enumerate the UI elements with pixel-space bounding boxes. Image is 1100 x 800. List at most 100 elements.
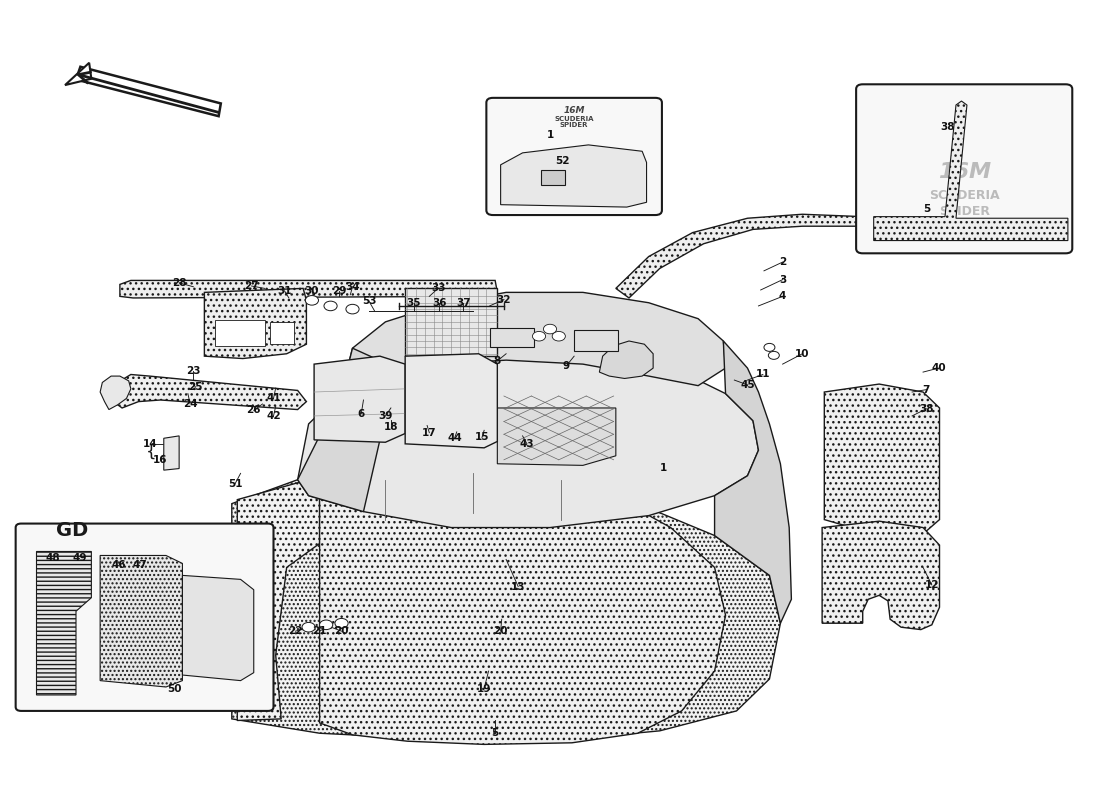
- Bar: [541, 170, 565, 185]
- Text: 20: 20: [334, 626, 349, 636]
- Text: 45: 45: [740, 380, 755, 390]
- Circle shape: [345, 304, 359, 314]
- Text: 14: 14: [143, 439, 158, 449]
- Text: 16: 16: [153, 454, 167, 465]
- FancyBboxPatch shape: [486, 98, 662, 215]
- Text: 17: 17: [422, 428, 437, 438]
- Text: 43: 43: [519, 439, 535, 449]
- Circle shape: [334, 618, 348, 628]
- Polygon shape: [120, 281, 497, 298]
- Polygon shape: [616, 214, 868, 298]
- Text: SPIDER: SPIDER: [939, 205, 990, 218]
- Text: 6: 6: [358, 409, 365, 418]
- Text: SPIDER: SPIDER: [560, 122, 588, 128]
- Text: 19: 19: [477, 683, 492, 694]
- Text: 26: 26: [246, 406, 261, 415]
- Polygon shape: [100, 376, 131, 410]
- Text: 31: 31: [277, 286, 292, 296]
- Text: 38: 38: [939, 122, 955, 131]
- Polygon shape: [315, 356, 405, 442]
- Text: 38: 38: [920, 404, 934, 414]
- Text: 21: 21: [312, 626, 327, 636]
- Text: 23: 23: [186, 366, 200, 376]
- Text: 35: 35: [407, 298, 421, 308]
- FancyBboxPatch shape: [15, 523, 274, 711]
- Text: 5: 5: [492, 728, 498, 738]
- Text: 11: 11: [756, 370, 770, 379]
- Text: 32: 32: [497, 294, 512, 305]
- Text: 5: 5: [923, 204, 930, 214]
- Polygon shape: [405, 288, 497, 356]
- Text: 2: 2: [779, 257, 786, 267]
- Text: 4: 4: [779, 291, 786, 302]
- Text: 20: 20: [494, 626, 508, 636]
- Circle shape: [543, 324, 557, 334]
- Text: 42: 42: [266, 411, 280, 421]
- Text: 46: 46: [111, 560, 126, 570]
- Polygon shape: [36, 551, 91, 695]
- Text: 9: 9: [563, 361, 570, 370]
- Text: 16M: 16M: [938, 162, 991, 182]
- Text: 36: 36: [432, 298, 447, 308]
- Text: 28: 28: [172, 278, 186, 288]
- Text: 16M: 16M: [563, 106, 585, 115]
- Circle shape: [768, 351, 779, 359]
- Polygon shape: [111, 374, 307, 410]
- Text: 47: 47: [132, 560, 147, 570]
- Circle shape: [324, 301, 337, 310]
- Circle shape: [552, 331, 565, 341]
- Text: 12: 12: [925, 580, 939, 590]
- Polygon shape: [824, 384, 939, 535]
- Text: 10: 10: [795, 349, 810, 358]
- Bar: [216, 320, 265, 346]
- Polygon shape: [232, 468, 780, 742]
- Text: 1: 1: [547, 130, 553, 140]
- Text: 37: 37: [456, 298, 471, 308]
- Circle shape: [320, 620, 332, 630]
- Text: 13: 13: [510, 582, 526, 591]
- Polygon shape: [238, 480, 320, 721]
- Polygon shape: [298, 346, 759, 527]
- Bar: [574, 330, 618, 350]
- Text: 49: 49: [72, 553, 87, 563]
- Text: 29: 29: [332, 286, 346, 296]
- FancyBboxPatch shape: [856, 84, 1072, 254]
- Polygon shape: [822, 521, 939, 630]
- Polygon shape: [341, 292, 726, 392]
- Polygon shape: [320, 474, 726, 744]
- Text: 51: 51: [228, 478, 242, 489]
- Polygon shape: [205, 288, 307, 358]
- Text: 48: 48: [45, 553, 60, 563]
- Text: 39: 39: [378, 411, 393, 421]
- Text: 44: 44: [448, 434, 462, 443]
- Text: 50: 50: [167, 683, 182, 694]
- Text: 52: 52: [554, 156, 570, 166]
- Text: 1: 1: [659, 462, 667, 473]
- Text: 8: 8: [494, 356, 501, 366]
- Circle shape: [302, 622, 316, 632]
- Polygon shape: [183, 575, 254, 681]
- Text: {: {: [146, 443, 157, 461]
- Text: 40: 40: [931, 363, 946, 373]
- Text: a passion for
parts-online 1085: a passion for parts-online 1085: [387, 398, 669, 562]
- Polygon shape: [298, 348, 396, 512]
- Text: 24: 24: [183, 399, 197, 409]
- Polygon shape: [76, 66, 221, 116]
- Text: 3: 3: [779, 274, 786, 285]
- Text: 22: 22: [288, 626, 302, 636]
- Bar: [490, 328, 534, 347]
- Text: SCUDERIA: SCUDERIA: [930, 189, 1000, 202]
- Polygon shape: [600, 341, 653, 378]
- Polygon shape: [497, 408, 616, 466]
- Circle shape: [306, 295, 319, 305]
- Polygon shape: [164, 436, 179, 470]
- Text: 7: 7: [923, 385, 930, 394]
- Polygon shape: [500, 145, 647, 207]
- Polygon shape: [65, 62, 91, 85]
- Polygon shape: [405, 354, 497, 448]
- Polygon shape: [100, 555, 183, 687]
- Circle shape: [532, 331, 546, 341]
- Bar: [271, 322, 295, 344]
- Text: 34: 34: [345, 282, 360, 292]
- Text: SCUDERIA: SCUDERIA: [554, 116, 594, 122]
